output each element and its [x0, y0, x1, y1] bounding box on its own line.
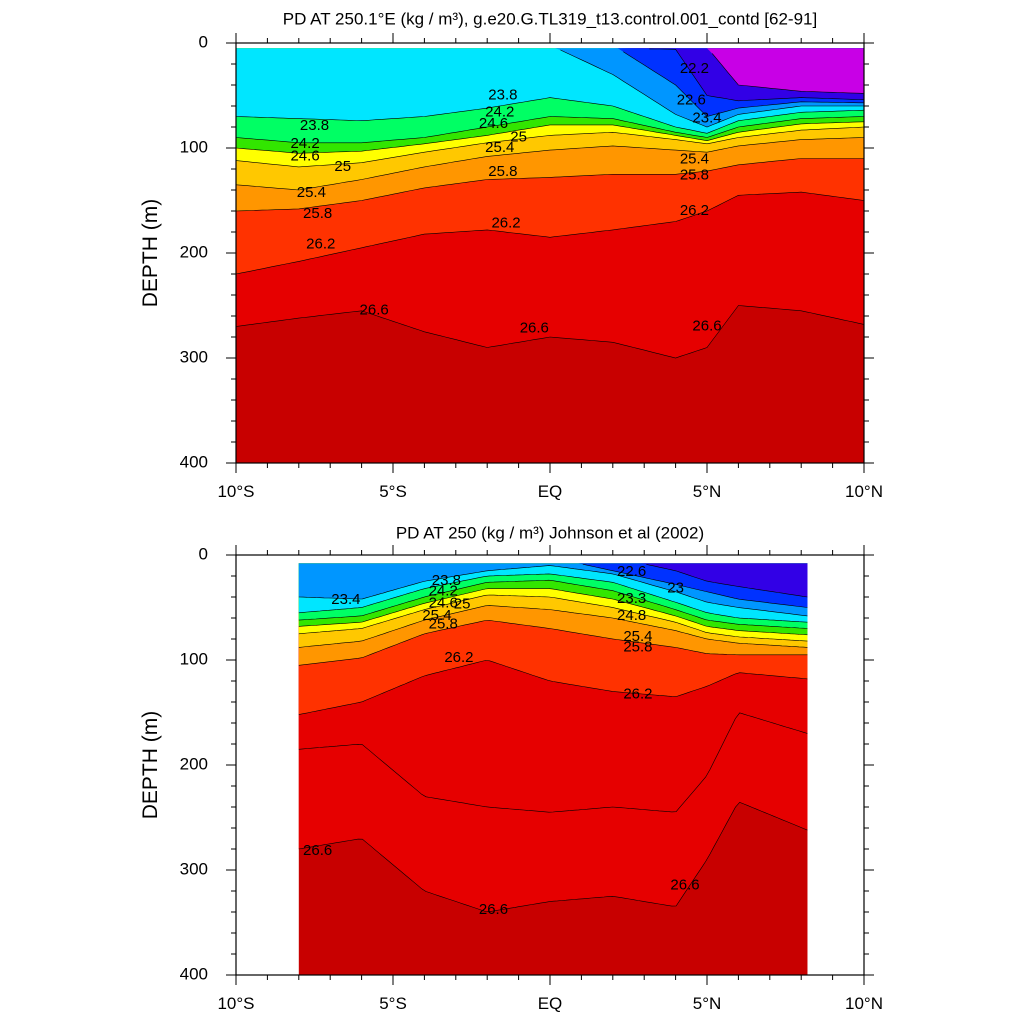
contour-label: 26.2 [306, 236, 335, 253]
contour-line-25 [235, 126, 865, 168]
contour-label: 23.4 [331, 591, 360, 608]
top-panel: 22.222.623.823.824.224.62524.224.62525.4… [139, 9, 883, 501]
contour-line-23 [582, 563, 808, 608]
contour-line-24.6 [298, 588, 808, 636]
contour-label: 26.6 [520, 320, 549, 337]
contour-label: 25.4 [623, 628, 652, 645]
y-tick-label: 0 [199, 32, 208, 51]
contour-line-23.8 [235, 97, 865, 134]
contour-label: 25.8 [429, 615, 458, 632]
y-tick-label: 300 [180, 347, 208, 366]
contour-label: 25.8 [303, 205, 332, 222]
contour-label: 26.6 [479, 901, 508, 918]
contour-line-24.2 [235, 116, 865, 144]
x-tick-label: 10°S [217, 482, 254, 501]
fill-band-22.6 [236, 48, 864, 101]
contour-label: 26.6 [670, 877, 699, 894]
contour-label: 26.6 [692, 317, 721, 334]
contour-label: 25 [454, 595, 471, 612]
x-tick-label: 10°S [217, 994, 254, 1013]
contour-label: 25.4 [680, 151, 709, 168]
x-tick-label: 5°N [693, 482, 722, 501]
y-tick-label: 200 [180, 754, 208, 773]
contour-label: 25 [510, 128, 527, 145]
y-tick-label: 0 [199, 544, 208, 563]
x-tick-label: EQ [538, 994, 563, 1013]
contour-line-23.8 [298, 573, 808, 623]
contour-line-25.4 [298, 605, 808, 648]
contour-label: 23.8 [432, 572, 461, 589]
contour-label: 24.2 [485, 103, 514, 120]
fill-band-22.2 [236, 48, 864, 94]
fill-band-23 [298, 563, 808, 608]
x-tick-label: 5°S [379, 994, 407, 1013]
contour-line-23.4 [560, 49, 864, 128]
contour-label: 26.2 [680, 202, 709, 219]
contour-label: 24.6 [429, 594, 458, 611]
contour-line-23 [623, 51, 864, 117]
contour-line-24.6 [235, 121, 865, 154]
x-tick-label: 5°S [379, 482, 407, 501]
contour-label: 26.2 [491, 215, 520, 232]
contour-label: 26.2 [444, 649, 473, 666]
contour-line-25.4 [235, 137, 865, 191]
contour-line-26.6 [298, 712, 808, 813]
contour-label: 25.8 [680, 166, 709, 183]
contour-label: 23.3 [617, 590, 646, 607]
x-tick-label: 5°N [693, 994, 722, 1013]
contour-line-22.6 [649, 48, 865, 102]
y-tick-label: 400 [180, 964, 208, 983]
contour-line-26.2 [235, 191, 865, 275]
y-tick-label: 300 [180, 859, 208, 878]
contour-label: 22.6 [617, 563, 646, 580]
contour-label: 25 [334, 158, 351, 175]
fill-band-22.6 [298, 563, 808, 597]
panel-title: PD AT 250.1°E (kg / m³), g.e20.G.TL319_t… [283, 9, 817, 28]
y-tick-label: 100 [180, 137, 208, 156]
contour-label: 26.2 [623, 686, 652, 703]
contour-label: 25.4 [485, 139, 514, 156]
contour-label: 26.6 [360, 302, 389, 319]
y-axis-label: DEPTH (m) [139, 199, 162, 308]
contour-label: 24.2 [429, 583, 458, 600]
contour-line-22.6 [646, 564, 808, 598]
contour-label: 25.4 [297, 184, 326, 201]
contour-label: 24.6 [479, 115, 508, 132]
panel-title: PD AT 250 (kg / m³) Johnson et al (2002) [396, 523, 704, 542]
contour-line-26.6 [235, 305, 865, 359]
y-axis-label: DEPTH (m) [139, 711, 162, 820]
x-tick-label: EQ [538, 482, 563, 501]
bottom-panel: 23.423.824.224.62525.425.822.62323.324.8… [139, 523, 883, 1013]
y-tick-label: 400 [180, 452, 208, 471]
y-tick-label: 100 [180, 649, 208, 668]
contour-label: 23 [667, 580, 684, 597]
x-tick-label: 10°N [845, 482, 883, 501]
contour-label: 22.6 [677, 92, 706, 109]
contour-label: 24.6 [290, 147, 319, 164]
contour-line-24.2 [298, 579, 808, 629]
x-tick-label: 10°N [845, 994, 883, 1013]
contour-label: 23.8 [300, 117, 329, 134]
contour-label: 24.2 [290, 135, 319, 152]
contour-label: 25.8 [488, 163, 517, 180]
contour-line-22.2 [711, 53, 865, 94]
contour-line-25.8 [298, 620, 808, 666]
contour-line-27 [298, 801, 808, 912]
contour-line-25 [298, 594, 808, 642]
y-tick-label: 200 [180, 242, 208, 261]
contour-label: 23.4 [692, 110, 721, 127]
contour-label: 24.8 [617, 607, 646, 624]
contour-line-23.4 [298, 565, 808, 617]
contour-label: 25.8 [623, 638, 652, 655]
contour-line-25.8 [235, 158, 864, 212]
contour-label: 23.8 [488, 86, 517, 103]
contour-line-26.2 [298, 660, 808, 715]
contour-label: 26.6 [303, 842, 332, 859]
contour-label: 25.4 [422, 607, 451, 624]
contour-label: 22.2 [680, 60, 709, 77]
